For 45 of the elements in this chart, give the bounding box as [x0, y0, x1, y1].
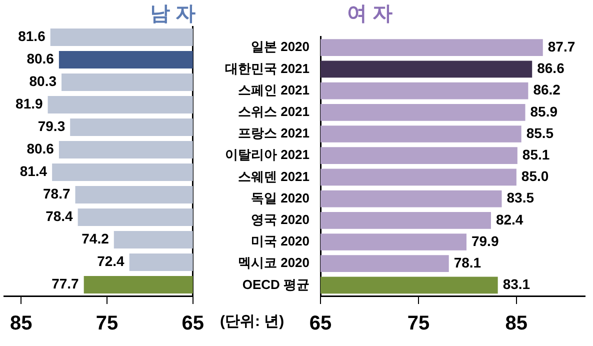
data-label: 85.5	[526, 124, 554, 141]
x-tick-label: 75	[96, 312, 118, 335]
text: (단위: 년)	[220, 312, 284, 331]
data-label: 80.6	[26, 50, 54, 67]
y-tick-label: 멕시코 2020	[238, 255, 310, 270]
data-label: 83.5	[506, 190, 534, 206]
y-tick-label: OECD 평균	[242, 276, 310, 292]
data-label: 87.7	[548, 38, 576, 54]
data-label: 78.4	[46, 208, 74, 224]
x-tick-label: 85	[10, 312, 32, 335]
y-tick-label: 영국 2020	[250, 212, 310, 227]
data-label: 79.9	[471, 232, 499, 249]
data-label: 85.9	[530, 103, 558, 120]
y-tick-label: 스페인 2021	[238, 82, 310, 98]
data-label: 77.7	[52, 276, 80, 292]
data-label: 81.9	[16, 96, 43, 112]
data-label: 85.1	[522, 146, 550, 162]
data-label: 79.3	[38, 118, 66, 134]
y-tick-label: 대한민국 2021	[224, 60, 310, 76]
data-label: 81.4	[20, 163, 48, 180]
data-label: 74.2	[82, 230, 110, 247]
y-tick-label: 스위스 2021	[238, 104, 310, 119]
y-tick-label: 이탈리아 2021	[224, 147, 310, 162]
y-tick-label: 스웨덴 2021	[238, 168, 310, 184]
x-tick-label: 75	[407, 312, 430, 335]
y-tick-label: 일본 2020	[250, 39, 310, 54]
chart-title: 남 자	[150, 2, 196, 26]
y-tick-label: 프랑스 2021	[238, 126, 310, 141]
y-tick-label: 독일 2020	[250, 190, 310, 206]
data-label: 72.4	[97, 253, 125, 270]
data-label: 80.3	[29, 73, 57, 90]
chart-title: 여 자	[347, 2, 393, 26]
data-label: 78.7	[43, 186, 70, 202]
data-label: 78.1	[454, 254, 482, 270]
y-tick-label: 미국 2020	[250, 234, 310, 249]
x-tick-label: 65	[309, 312, 332, 335]
data-label: 86.6	[537, 60, 565, 76]
x-tick-label: 85	[505, 312, 528, 335]
data-label: 83.1	[502, 276, 530, 292]
data-label: 85.0	[521, 168, 549, 184]
data-label: 81.6	[18, 28, 46, 44]
x-tick-label: 65	[182, 312, 204, 335]
data-label: 86.2	[533, 82, 561, 98]
data-label: 82.4	[496, 211, 524, 228]
data-label: 80.6	[26, 140, 54, 157]
